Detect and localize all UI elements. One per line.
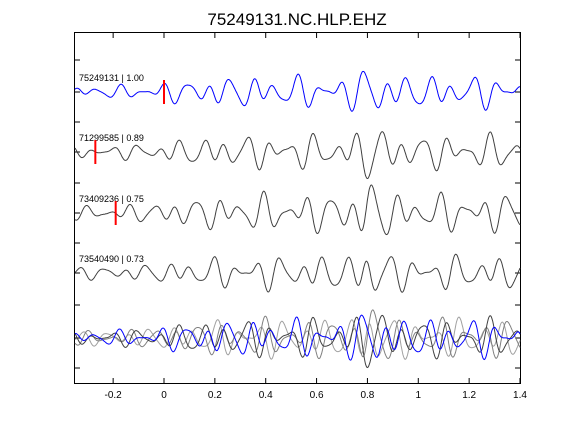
x-tick-label: 1.4 — [513, 390, 527, 401]
stack-trace — [74, 314, 521, 361]
pick-markers — [94, 80, 165, 225]
trace-label-73540490: 73540490 | 0.73 — [79, 254, 144, 264]
trace-75249131 — [74, 70, 520, 112]
x-axis: -0.2 0 0.2 0.4 0.6 0.8 1 1.2 1.4 — [105, 33, 527, 401]
x-tick-label: 1 — [416, 390, 422, 401]
trace-label-75249131: 75249131 | 1.00 — [79, 73, 144, 83]
x-tick-label: 0.8 — [360, 390, 374, 401]
y-axis-ticks — [75, 59, 520, 369]
x-tick-label: 0.6 — [310, 390, 324, 401]
x-tick-label: 1.2 — [462, 390, 476, 401]
trace-label-71299585: 71299585 | 0.89 — [79, 133, 144, 143]
trace-73540490 — [74, 253, 521, 293]
trace-71299585 — [74, 131, 521, 180]
x-tick-label: 0 — [161, 390, 167, 401]
x-tick-label: 0.2 — [208, 390, 222, 401]
x-tick-label: -0.2 — [105, 390, 123, 401]
stack-trace — [74, 314, 521, 369]
plot-frame — [74, 32, 521, 384]
stack-trace — [74, 316, 521, 360]
trace-73409236 — [74, 184, 521, 236]
trace-group — [74, 70, 521, 293]
stacked-traces — [74, 309, 521, 369]
trace-labels: 75249131 | 1.00 71299585 | 0.89 73409236 |… — [79, 73, 144, 264]
chart-title: 75249131.NC.HLP.EHZ — [207, 10, 386, 29]
trace-label-73409236: 73409236 | 0.75 — [79, 194, 144, 204]
x-tick-label: 0.4 — [259, 390, 273, 401]
